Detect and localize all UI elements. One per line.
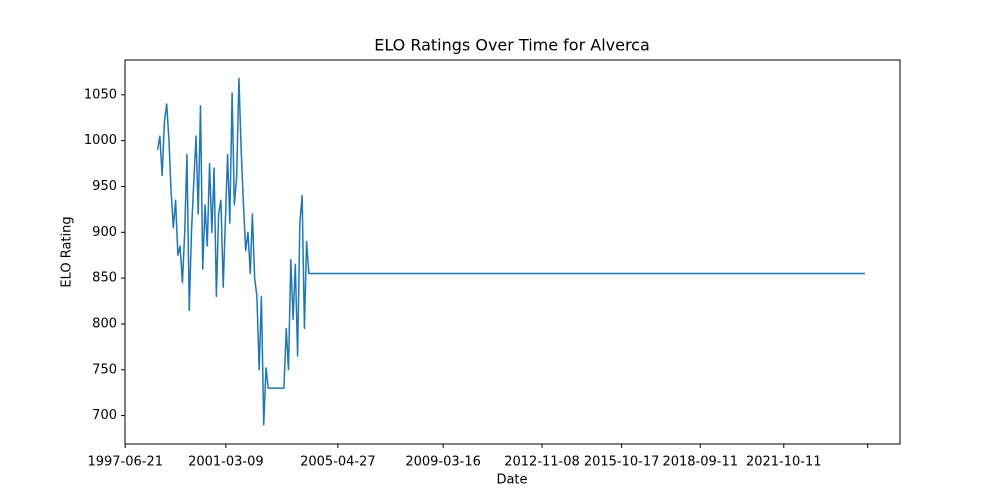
y-tick-label: 750 bbox=[92, 362, 117, 377]
y-tick-label: 1050 bbox=[84, 87, 117, 102]
y-tick-label: 850 bbox=[92, 271, 117, 286]
x-tick-label: 2001-03-09 bbox=[188, 455, 264, 470]
y-tick-label: 800 bbox=[92, 316, 117, 331]
x-tick-label: 2009-03-16 bbox=[405, 455, 481, 470]
x-axis-label: Date bbox=[496, 473, 527, 488]
data-line bbox=[156, 77, 865, 426]
y-tick-label: 1000 bbox=[84, 133, 117, 148]
plot-frame bbox=[124, 59, 901, 445]
x-tick-label: 2021-10-11 bbox=[746, 455, 822, 470]
x-tick-label: 2015-10-17 bbox=[584, 455, 660, 470]
y-axis-label: ELO Rating bbox=[60, 216, 75, 287]
x-tick-label: 2012-11-08 bbox=[504, 455, 580, 470]
chart-title: ELO Ratings Over Time for Alverca bbox=[374, 36, 650, 55]
x-tick-label: 1997-06-21 bbox=[87, 455, 163, 470]
y-tick-label: 700 bbox=[92, 408, 117, 423]
y-tick-label: 900 bbox=[92, 225, 117, 240]
y-tick-label: 950 bbox=[92, 179, 117, 194]
x-tick-label: 2005-04-27 bbox=[300, 455, 376, 470]
x-tick-label: 2018-09-11 bbox=[662, 455, 738, 470]
